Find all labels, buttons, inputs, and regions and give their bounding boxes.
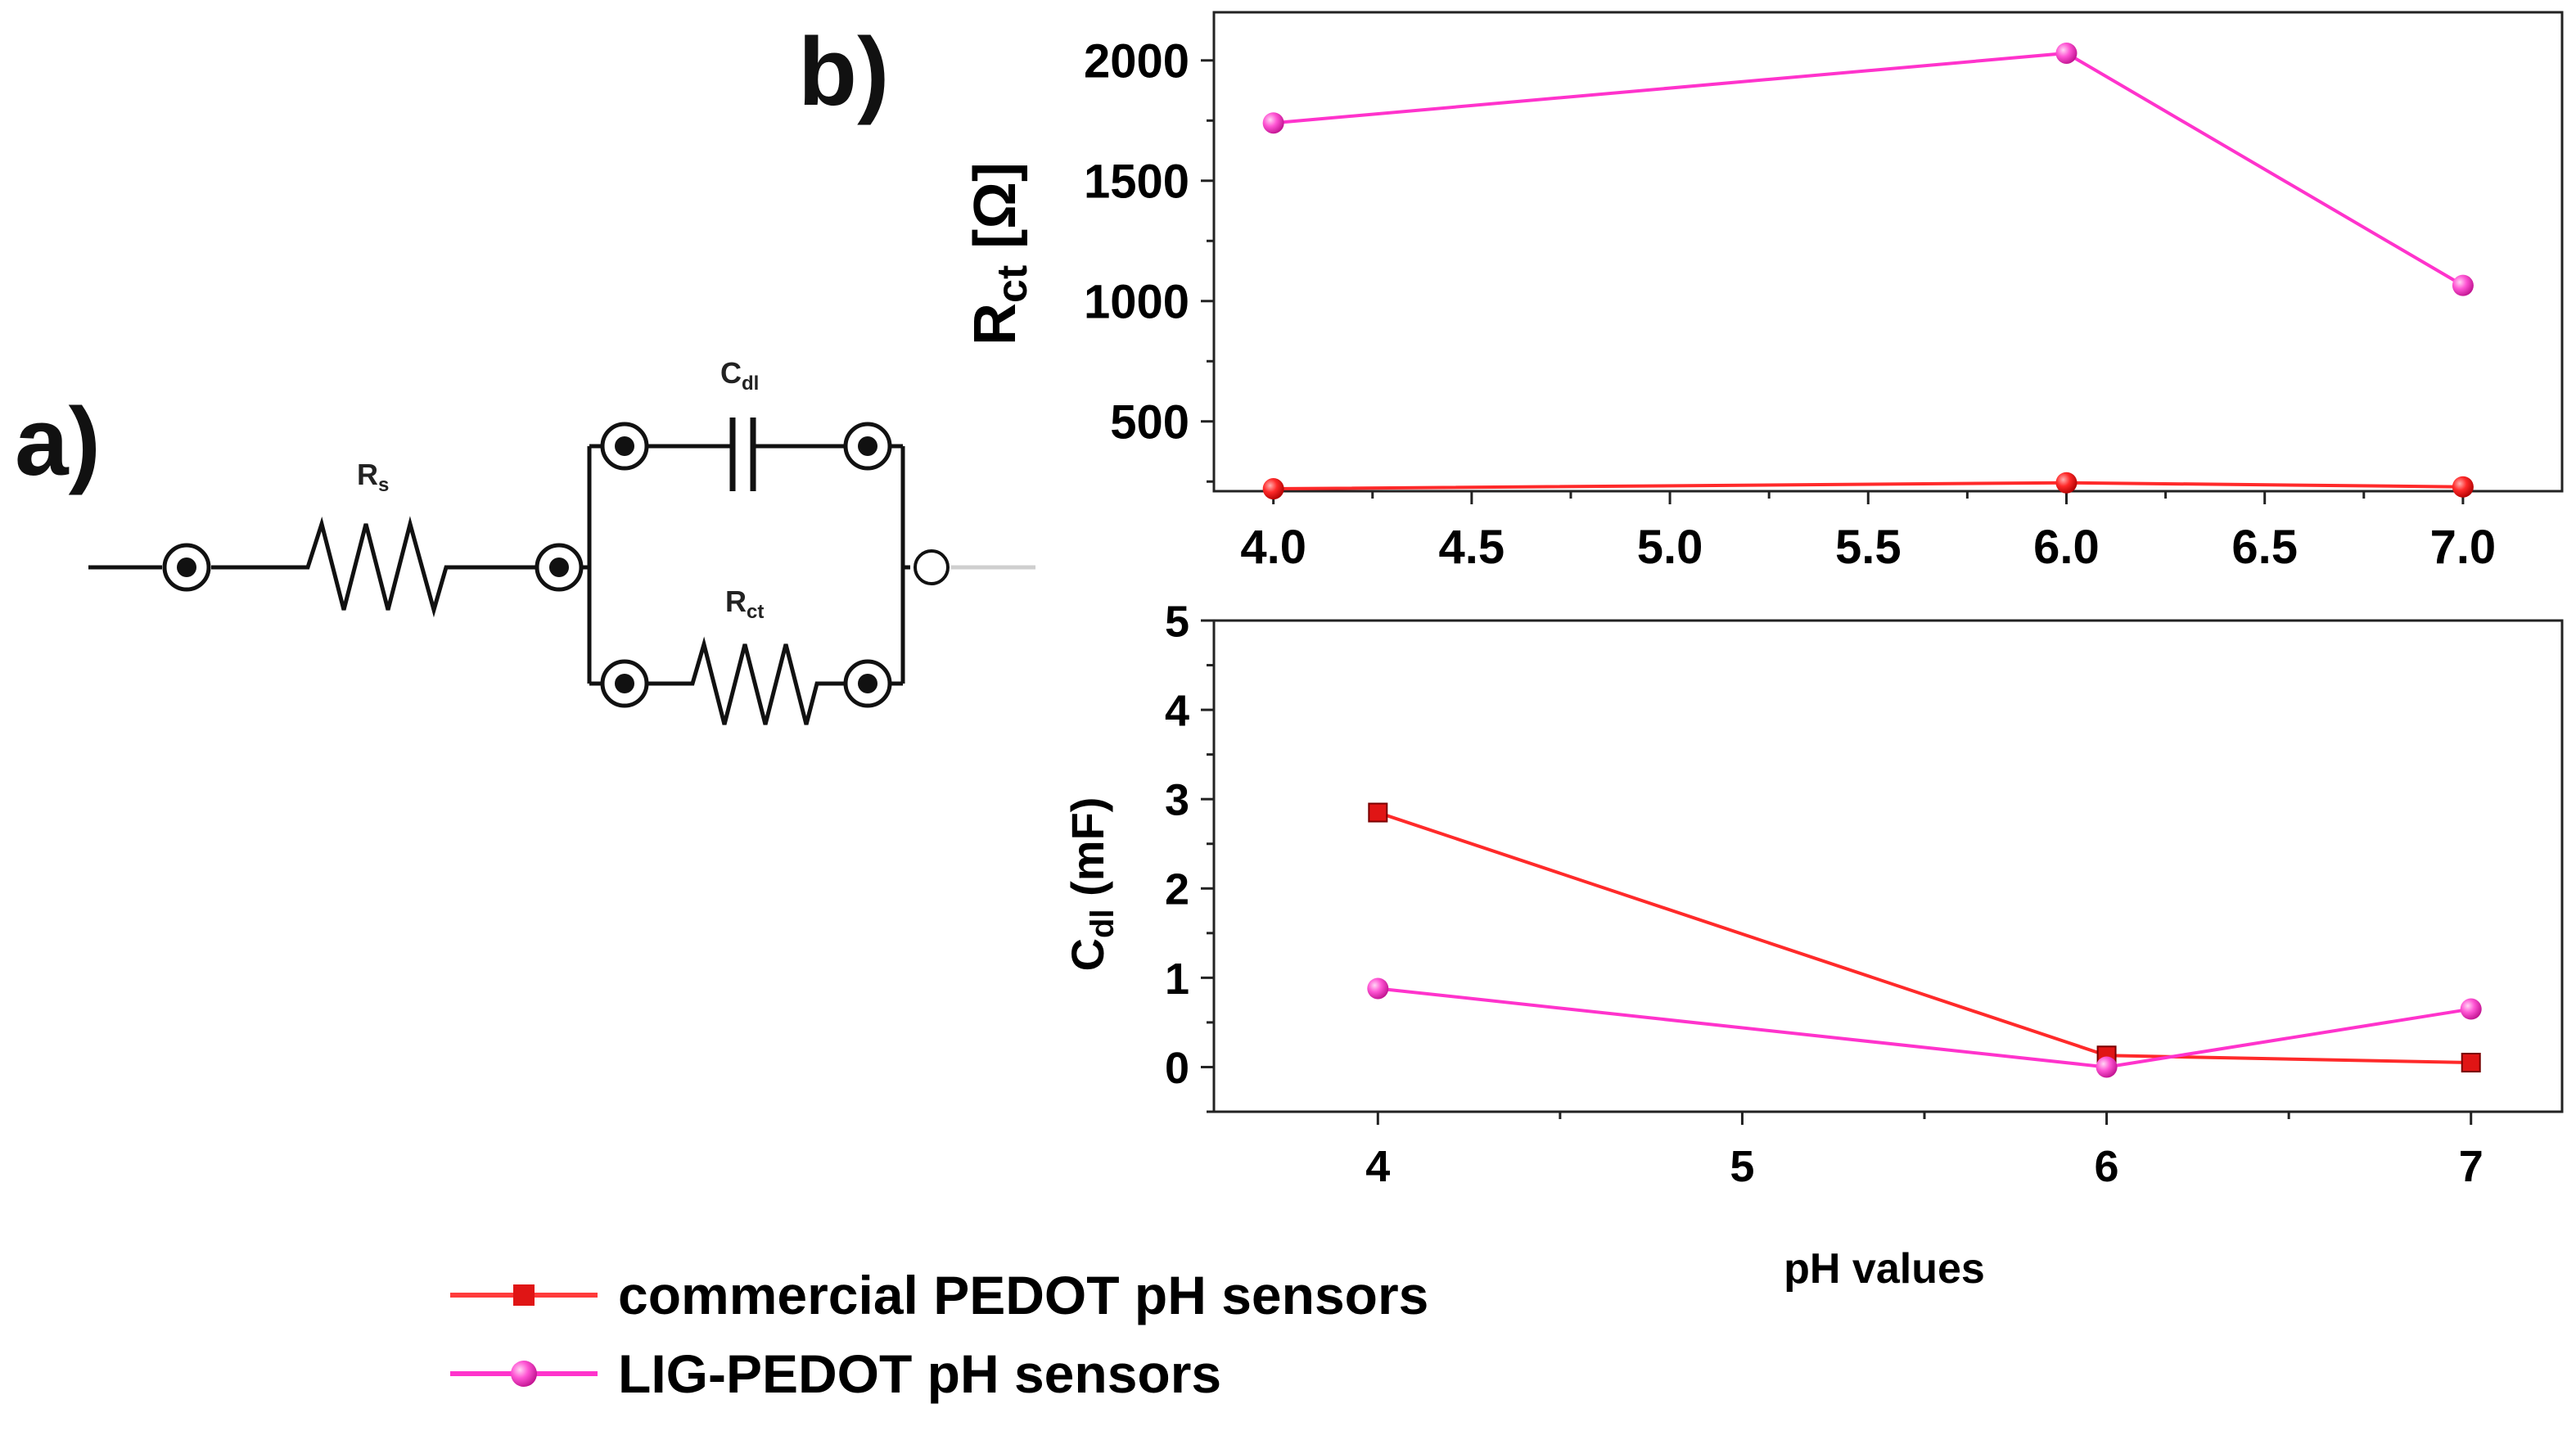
x-tick-label: 4.0 <box>1240 521 1306 574</box>
x-tick-label: 5 <box>1730 1142 1754 1191</box>
rct-y-axis-title: Rct [Ω] <box>963 162 1036 345</box>
y-tick-label: 5 <box>1165 597 1189 646</box>
y-tick-label: 2000 <box>1084 35 1189 88</box>
y-tick-label: 500 <box>1110 396 1189 449</box>
rct-series <box>1262 42 2474 500</box>
series-line-lig <box>1378 986 2472 1069</box>
y-tick-label: 1 <box>1165 955 1189 1004</box>
equivalent-circuit: Rs Cdl Rct <box>88 356 1035 725</box>
x-tick-label: 4 <box>1365 1142 1390 1191</box>
cdl-label: Cdl <box>720 356 759 395</box>
y-tick-label: 4 <box>1165 687 1189 736</box>
legend-item-lig: LIG-PEDOT pH sensors <box>450 1343 1221 1404</box>
cdl-series <box>1367 802 2482 1078</box>
resistor-rs <box>291 516 462 618</box>
series-line-commercial <box>1273 481 2463 491</box>
x-tick-label: 6.0 <box>2033 521 2100 574</box>
legend-item-commercial: commercial PEDOT pH sensors <box>450 1265 1428 1325</box>
data-point-commercial <box>1262 478 1284 500</box>
y-tick-label: 0 <box>1165 1044 1189 1093</box>
x-tick-label: 5.5 <box>1835 521 1902 574</box>
legend-label-lig: LIG-PEDOT pH sensors <box>618 1343 1221 1404</box>
data-point-lig <box>2055 42 2077 64</box>
node <box>843 422 892 471</box>
x-tick-label: 5.0 <box>1637 521 1703 574</box>
y-tick-label: 2 <box>1165 865 1189 914</box>
rct-label: Rct <box>725 585 764 623</box>
data-point-lig <box>2096 1056 2118 1078</box>
cdl-x-axis-title: pH values <box>1784 1245 1985 1293</box>
y-tick-label: 3 <box>1165 776 1189 825</box>
node <box>843 659 892 708</box>
cdl-axis-ticks: 4 5 6 7 0 1 2 3 4 5 <box>1165 597 2484 1191</box>
data-point-lig <box>2460 998 2482 1020</box>
legend-circle-marker <box>511 1361 537 1387</box>
rct-axis-ticks: 4.0 4.5 5.0 5.5 6.0 6.5 7.0 500 1000 1500 2000 <box>1084 35 2496 574</box>
x-tick-label: 6.5 <box>2231 521 2298 574</box>
resistor-rct <box>679 636 846 725</box>
series-line-commercial <box>1377 810 2471 1064</box>
y-tick-label: 1000 <box>1084 276 1189 329</box>
legend-square-marker <box>513 1284 535 1306</box>
node <box>600 422 649 471</box>
data-point-commercial <box>1368 802 1388 823</box>
panel-label-a: a) <box>15 388 101 496</box>
x-tick-label: 7 <box>2459 1142 2484 1191</box>
rct-chart: 4.0 4.5 5.0 5.5 6.0 6.5 7.0 500 1000 1500 2000 Rct… <box>963 11 2564 574</box>
open-terminal <box>914 549 950 585</box>
data-point-commercial <box>2461 1053 2481 1072</box>
x-tick-label: 6 <box>2095 1142 2119 1191</box>
rct-plot-frame <box>1212 11 2564 493</box>
x-tick-label: 7.0 <box>2430 521 2497 574</box>
data-point-lig <box>1262 112 1284 134</box>
cdl-plot-frame <box>1212 619 2564 1113</box>
data-point-commercial <box>2055 472 2077 494</box>
node <box>600 659 649 708</box>
data-point-lig <box>1367 977 1389 1000</box>
legend: commercial PEDOT pH sensors LIG-PEDOT pH… <box>450 1265 1428 1404</box>
node <box>535 543 584 592</box>
legend-label-commercial: commercial PEDOT pH sensors <box>618 1265 1428 1325</box>
data-point-lig <box>2452 274 2474 296</box>
node <box>162 543 211 592</box>
cdl-y-axis-title: Cdl (mF) <box>1062 797 1121 972</box>
x-tick-label: 4.5 <box>1439 521 1505 574</box>
cdl-chart: 4 5 6 7 0 1 2 3 4 5 Cdl (mF) pH values <box>1062 597 2564 1293</box>
data-point-commercial <box>2452 476 2474 498</box>
y-tick-label: 1500 <box>1084 156 1189 209</box>
panel-label-b: b) <box>798 18 889 126</box>
series-line-lig <box>1273 51 2464 287</box>
rs-label: Rs <box>357 458 389 496</box>
